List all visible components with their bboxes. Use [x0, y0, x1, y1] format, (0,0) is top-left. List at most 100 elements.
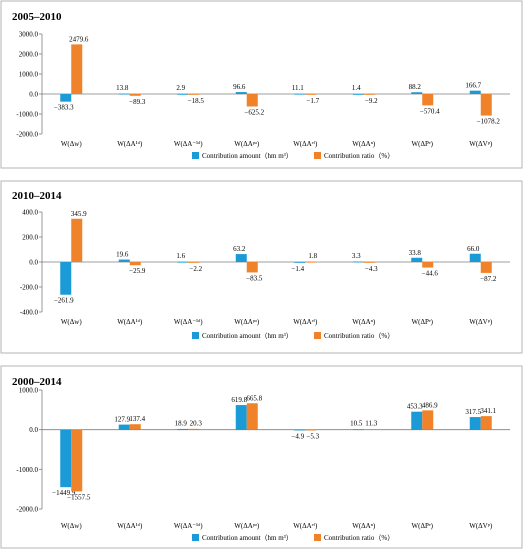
amount-value-label: 166.7: [465, 82, 481, 90]
amount-value-label: −1449.9: [52, 489, 76, 497]
amount-bar-6: [352, 93, 364, 95]
amount-bar-3: [177, 428, 189, 430]
panel-frame: [0, 180, 523, 354]
ratio-bar-4: [246, 262, 258, 273]
ratio-bar-3: [188, 94, 200, 95]
amount-value-label: −1.4: [291, 265, 304, 273]
ratio-bar-2: [129, 424, 141, 430]
amount-bar-4: [235, 254, 247, 262]
ratio-value-label: 486.9: [422, 401, 438, 409]
ratio-bar-6: [363, 262, 375, 263]
legend-ratio-swatch: [314, 152, 321, 159]
panel-title: 2010–2014: [12, 190, 62, 202]
category-label: W(ΔAᵉᶠ): [293, 140, 318, 148]
ratio-value-label: −625.2: [244, 109, 264, 117]
amount-value-label: 13.8: [116, 84, 129, 92]
amount-bar-7: [411, 257, 423, 262]
ratio-bar-7: [422, 410, 434, 430]
y-tick-label: 1000.0: [19, 71, 39, 79]
y-tick-label: -2000.0: [16, 131, 38, 139]
amount-value-label: 2.9: [176, 84, 185, 92]
ratio-value-label: −9.2: [365, 97, 378, 105]
ratio-value-label: 665.8: [246, 394, 262, 402]
amount-bar-8: [469, 253, 481, 262]
y-tick-label: 0.0: [29, 259, 38, 267]
category-label: W(Δw): [61, 318, 82, 326]
category-label: W(ΔPᵉ): [412, 522, 434, 530]
panel-title: 2005–2010: [12, 11, 62, 23]
ratio-value-label: 11.3: [365, 420, 377, 428]
category-label: W(ΔAᵉᶠ): [293, 522, 318, 530]
amount-bar-5: [294, 262, 306, 263]
ratio-value-label: −18.5: [188, 97, 205, 105]
y-tick-label: 1000.0: [19, 387, 39, 395]
amount-bar-4: [235, 92, 247, 94]
ratio-bar-5: [305, 261, 317, 263]
amount-bar-5: [294, 429, 306, 431]
ratio-value-label: 1.8: [308, 252, 317, 260]
y-tick-label: -400.0: [20, 309, 39, 317]
ratio-bar-7: [422, 262, 434, 268]
legend: Contribution amount（hm m³） Contribution r…: [192, 152, 394, 160]
y-tick-label: -200.0: [20, 284, 39, 292]
ratio-value-label: −83.5: [246, 274, 263, 282]
amount-bar-4: [235, 405, 247, 430]
y-tick-label: -2000.0: [16, 506, 38, 514]
category-label: W(ΔA¹ᵈ): [117, 522, 143, 530]
amount-value-label: 19.6: [116, 251, 129, 259]
ratio-value-label: 341.1: [480, 407, 496, 415]
category-label: W(ΔVᵖ): [469, 140, 493, 148]
amount-bar-5: [294, 93, 306, 95]
legend-amount-label: Contribution amount（hm m³）: [202, 332, 293, 340]
amount-value-label: −261.9: [54, 297, 74, 305]
amount-value-label: 11.1: [292, 84, 304, 92]
ratio-bar-8: [480, 262, 492, 273]
legend-amount-swatch: [192, 332, 199, 339]
panel-frame: [0, 0, 523, 169]
chart-panel-1: 2005–2010 -2000.0 -1000.0 0.0 1000.0 2000.0 30…: [0, 0, 523, 169]
y-tick-label: 0.0: [29, 426, 38, 434]
legend-ratio-label: Contribution ratio（%）: [324, 332, 394, 340]
category-label: W(ΔAⁿ): [352, 140, 376, 148]
amount-value-label: 1.6: [176, 252, 185, 260]
category-label: W(ΔA¹ᵈ): [117, 140, 143, 148]
ratio-value-label: 345.9: [71, 210, 87, 218]
legend-ratio-swatch: [314, 332, 321, 339]
ratio-bar-8: [480, 416, 492, 430]
category-label: W(ΔAᵉᶠ): [293, 318, 318, 326]
amount-value-label: 3.3: [352, 252, 361, 260]
y-tick-label: 3000.0: [19, 31, 39, 39]
amount-bar-7: [411, 92, 423, 94]
ratio-value-label: −5.3: [306, 433, 319, 441]
category-label: W(ΔA⁻¹ᵈ): [174, 318, 203, 326]
amount-bar-7: [411, 411, 423, 430]
amount-value-label: 96.6: [233, 83, 246, 91]
y-tick-label: 2000.0: [19, 51, 39, 59]
legend-amount-label: Contribution amount（hm m³）: [202, 534, 293, 542]
ratio-value-label: 20.3: [190, 420, 203, 428]
amount-bar-2: [118, 259, 130, 262]
amount-value-label: 63.2: [233, 245, 246, 253]
ratio-bar-7: [422, 94, 434, 106]
ratio-value-label: −25.9: [129, 267, 146, 275]
category-label: W(ΔAᵖᵃ): [234, 522, 260, 530]
ratio-bar-4: [246, 403, 258, 430]
category-label: W(ΔVᵖ): [469, 318, 493, 326]
amount-value-label: 317.5: [465, 408, 481, 416]
ratio-value-label: −1.7: [306, 97, 319, 105]
amount-value-label: 453.3: [407, 403, 423, 411]
ratio-value-label: −570.4: [420, 107, 440, 115]
legend-amount-swatch: [192, 534, 199, 541]
amount-value-label: 33.8: [409, 249, 422, 257]
ratio-value-label: 137.4: [129, 415, 145, 423]
y-tick-label: 0.0: [29, 91, 38, 99]
category-label: W(ΔPᵉ): [412, 140, 434, 148]
category-label: W(Δw): [61, 140, 82, 148]
category-label: W(ΔAᵖᵃ): [234, 140, 260, 148]
ratio-bar-1: [71, 218, 83, 262]
amount-bar-3: [177, 261, 189, 263]
y-tick-label: -1000.0: [16, 111, 38, 119]
ratio-value-label: −87.2: [480, 275, 497, 283]
legend: Contribution amount（hm m³） Contribution r…: [192, 534, 394, 542]
